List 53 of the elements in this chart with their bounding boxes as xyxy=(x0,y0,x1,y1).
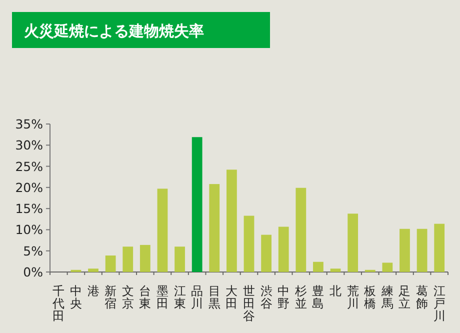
bar xyxy=(348,214,358,272)
bar xyxy=(105,256,116,272)
x-tick-label: 中央 xyxy=(70,284,82,311)
x-tick-label: 港 xyxy=(87,284,100,298)
bar xyxy=(174,246,185,272)
y-tick-label: 10% xyxy=(15,222,44,238)
x-tick-label: 墨田 xyxy=(156,284,168,311)
y-tick-label: 5% xyxy=(23,243,44,258)
y-tick-label: 30% xyxy=(15,138,44,153)
x-tick-label: 新宿 xyxy=(104,284,117,311)
x-tick-label: 足立 xyxy=(398,284,411,311)
bar xyxy=(244,216,254,272)
x-tick-label: 豊島 xyxy=(312,284,324,311)
chart-title: 火災延焼による建物焼失率 xyxy=(24,22,204,40)
x-tick-label: 荒川 xyxy=(346,284,359,311)
bar xyxy=(278,226,289,272)
bar xyxy=(382,262,393,272)
x-tick-label: 江東 xyxy=(174,284,186,311)
x-tick-label: 北 xyxy=(330,284,342,298)
bar xyxy=(416,228,428,272)
bar xyxy=(122,246,134,272)
x-tick-label: 杉並 xyxy=(294,284,307,311)
title: 火災延焼による建物焼失率 xyxy=(12,12,270,48)
x-tick-label: 台東 xyxy=(139,284,152,311)
bar xyxy=(140,244,150,272)
bar xyxy=(88,268,98,272)
x-tick-label: 大田 xyxy=(226,284,238,311)
bar xyxy=(434,224,445,272)
x-tick-label: 目黒 xyxy=(208,284,220,311)
x-tick-label: 中野 xyxy=(278,284,290,311)
bar xyxy=(192,137,202,272)
bar xyxy=(313,262,324,272)
x-tick-label: 千代田 xyxy=(52,284,65,324)
x-tick-label: 世田谷 xyxy=(243,284,255,324)
y-tick-label: 25% xyxy=(15,158,44,174)
x-tick-label: 江戸川 xyxy=(433,284,446,324)
y-tick-label: 35% xyxy=(15,116,44,132)
y-tick-label: 15% xyxy=(15,201,44,216)
x-tick-label: 渋谷 xyxy=(260,284,272,311)
bar xyxy=(226,170,237,272)
y-tick-label: 20% xyxy=(15,180,44,195)
x-tick-label: 練馬 xyxy=(380,284,394,311)
x-tick-label: 葛飾 xyxy=(416,284,428,311)
bar xyxy=(400,228,410,272)
x-tick-label: 文京 xyxy=(122,284,134,311)
y-tick-label: 0% xyxy=(23,264,44,280)
bar xyxy=(330,268,341,272)
x-tick-label: 板橋 xyxy=(363,284,376,311)
bar xyxy=(209,184,220,272)
bar xyxy=(157,188,168,272)
bar xyxy=(261,234,272,272)
x-tick-label: 品川 xyxy=(191,284,204,311)
bar xyxy=(296,188,306,272)
